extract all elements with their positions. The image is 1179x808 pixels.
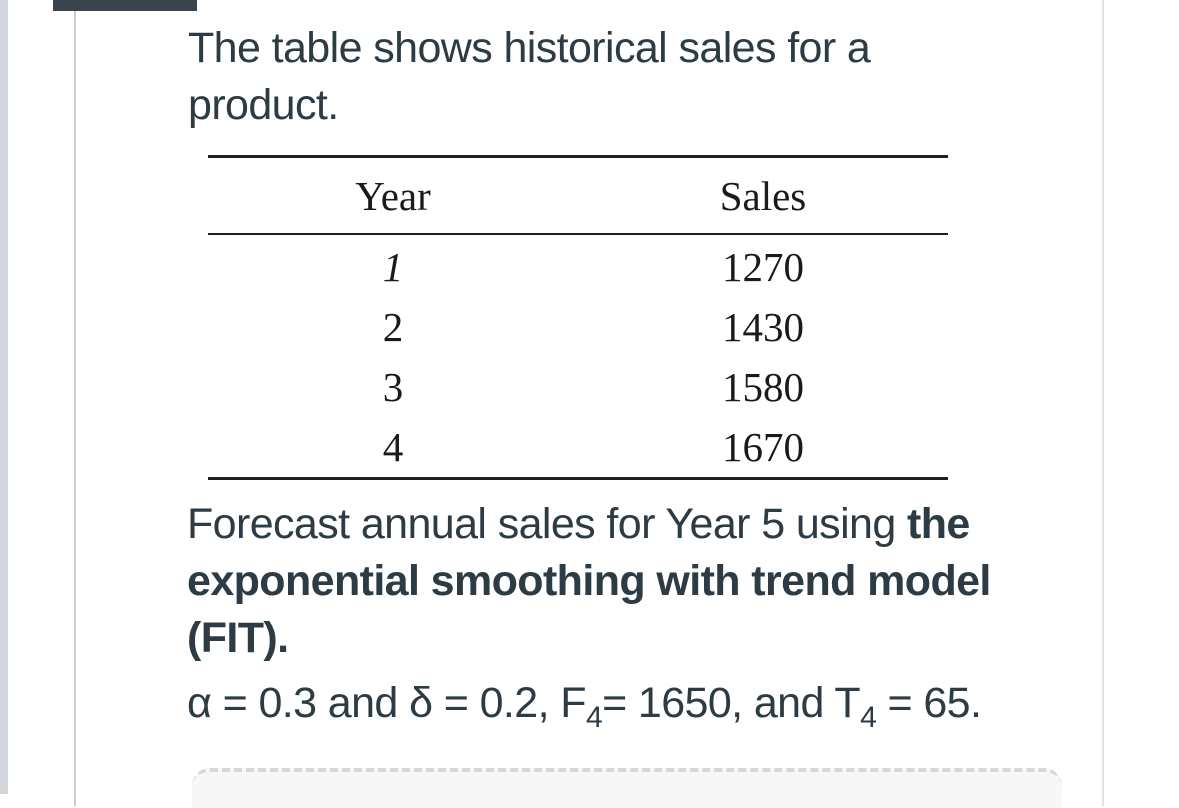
t-subscript: 4: [860, 701, 877, 734]
intro-text: The table shows historical sales for a p…: [188, 24, 871, 129]
t-value: = 65.: [876, 679, 982, 727]
sales-cell: 1580: [722, 364, 804, 410]
table-row: 1 1270: [208, 234, 948, 297]
table-row: 2 1430: [208, 297, 948, 357]
year-cell: 2: [382, 304, 404, 350]
question-bold: the exponential smoothing with trend mod…: [187, 500, 991, 662]
table-header-row: Year Sales: [208, 155, 948, 235]
f-value-t: = 1650, and T: [602, 679, 861, 727]
question-text: Forecast annual sales for Year 5 using t…: [187, 496, 1087, 667]
alpha-delta-f: α = 0.3 and δ = 0.2, F: [187, 679, 587, 727]
sales-cell: 1430: [722, 304, 804, 350]
sales-cell: 1670: [578, 417, 948, 480]
question-prefix: Forecast annual sales for Year 5 using: [187, 500, 908, 548]
parameters-line: α = 0.3 and δ = 0.2, F4= 1650, and T4 = …: [187, 675, 1087, 734]
sales-cell: 1270: [722, 244, 804, 290]
question-card: [74, 0, 1104, 806]
year-cell: 3: [382, 364, 404, 410]
top-tab: [53, 0, 197, 11]
answer-box[interactable]: [192, 768, 1062, 808]
header-year: Year: [208, 155, 578, 235]
sales-table-wrap: Year Sales 1 1270 2 1430 3 1580 4 1670: [208, 155, 948, 480]
year-cell: 1: [382, 244, 404, 290]
left-rail: [0, 0, 8, 794]
year-cell: 4: [208, 417, 578, 480]
header-sales: Sales: [578, 155, 948, 235]
sales-table: Year Sales 1 1270 2 1430 3 1580 4 1670: [208, 155, 948, 480]
f-subscript: 4: [585, 701, 603, 734]
table-row: 3 1580: [208, 357, 948, 417]
table-row: 4 1670: [208, 417, 948, 480]
